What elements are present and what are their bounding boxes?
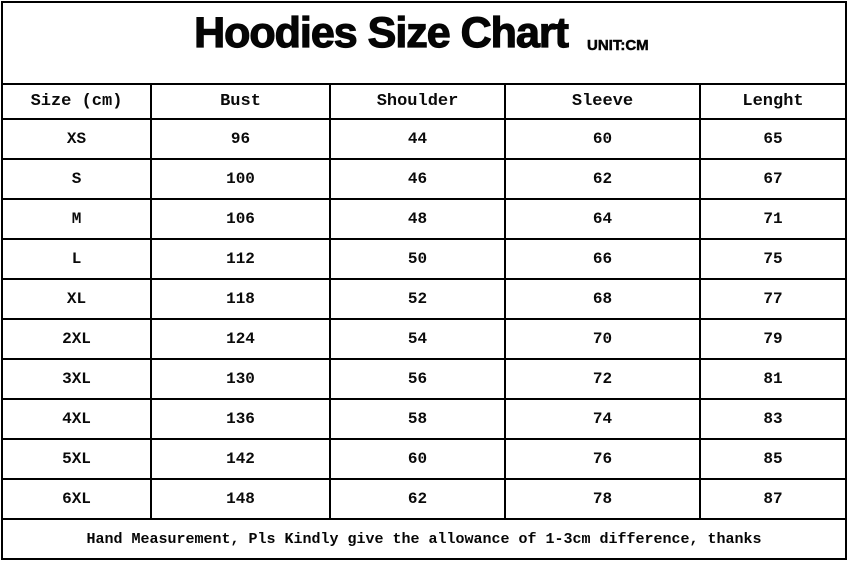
- table-cell: 52: [329, 278, 506, 320]
- title-bar: Hoodies Size Chart UNIT:CM: [3, 3, 845, 83]
- size-label: 6XL: [3, 478, 152, 520]
- table-cell: 64: [504, 198, 701, 240]
- table-cell: 58: [329, 398, 506, 440]
- table-cell: 62: [329, 478, 506, 520]
- table-cell: 60: [329, 438, 506, 480]
- table-row: 3XL 130 56 72 81: [3, 358, 845, 400]
- table-cell: 44: [329, 118, 506, 160]
- table-cell: 77: [699, 278, 845, 320]
- table-cell: 68: [504, 278, 701, 320]
- table-cell: 74: [504, 398, 701, 440]
- table-cell: 72: [504, 358, 701, 400]
- table-cell: 112: [150, 238, 331, 280]
- table-cell: 71: [699, 198, 845, 240]
- table-cell: 48: [329, 198, 506, 240]
- table-cell: 106: [150, 198, 331, 240]
- column-header: Shoulder: [329, 83, 506, 120]
- size-label: XS: [3, 118, 152, 160]
- table-cell: 83: [699, 398, 845, 440]
- table-body: XS 96 44 60 65 S 100 46 62 67 M 106 48 64 71 L 112 50 66 75…: [3, 118, 845, 520]
- column-header: Lenght: [699, 83, 845, 120]
- size-label: 2XL: [3, 318, 152, 360]
- table-header: Size (cm) Bust Shoulder Sleeve Lenght: [3, 83, 845, 120]
- table-row: M 106 48 64 71: [3, 198, 845, 240]
- table-row: L 112 50 66 75: [3, 238, 845, 280]
- size-label: 4XL: [3, 398, 152, 440]
- table-cell: 66: [504, 238, 701, 280]
- table-cell: 148: [150, 478, 331, 520]
- table-cell: 100: [150, 158, 331, 200]
- table-cell: 50: [329, 238, 506, 280]
- header-row: Size (cm) Bust Shoulder Sleeve Lenght: [3, 83, 845, 120]
- table-row: 6XL 148 62 78 87: [3, 478, 845, 520]
- page-title: Hoodies Size Chart: [193, 9, 569, 58]
- table-cell: 62: [504, 158, 701, 200]
- table-cell: 78: [504, 478, 701, 520]
- size-label: L: [3, 238, 152, 280]
- table-cell: 76: [504, 438, 701, 480]
- table-cell: 60: [504, 118, 701, 160]
- unit-label: UNIT:CM: [587, 37, 649, 54]
- table-cell: 87: [699, 478, 845, 520]
- table-cell: 79: [699, 318, 845, 360]
- size-label: S: [3, 158, 152, 200]
- table-cell: 130: [150, 358, 331, 400]
- table-row: 4XL 136 58 74 83: [3, 398, 845, 440]
- table-cell: 124: [150, 318, 331, 360]
- table-cell: 46: [329, 158, 506, 200]
- column-header: Size (cm): [3, 83, 152, 120]
- size-label: M: [3, 198, 152, 240]
- column-header: Sleeve: [504, 83, 701, 120]
- table-cell: 56: [329, 358, 506, 400]
- table-row: 2XL 124 54 70 79: [3, 318, 845, 360]
- table-cell: 75: [699, 238, 845, 280]
- table-cell: 136: [150, 398, 331, 440]
- table-cell: 65: [699, 118, 845, 160]
- table-row: XS 96 44 60 65: [3, 118, 845, 160]
- size-label: 5XL: [3, 438, 152, 480]
- table-cell: 118: [150, 278, 331, 320]
- column-header: Bust: [150, 83, 331, 120]
- table-row: 5XL 142 60 76 85: [3, 438, 845, 480]
- size-label: XL: [3, 278, 152, 320]
- table-cell: 85: [699, 438, 845, 480]
- table-cell: 54: [329, 318, 506, 360]
- table-cell: 70: [504, 318, 701, 360]
- size-chart-table: Size (cm) Bust Shoulder Sleeve Lenght XS 96 44…: [3, 83, 845, 520]
- footer-note: Hand Measurement, Pls Kindly give the al…: [86, 530, 762, 548]
- table-cell: 81: [699, 358, 845, 400]
- table-row: S 100 46 62 67: [3, 158, 845, 200]
- table-cell: 96: [150, 118, 331, 160]
- table-cell: 67: [699, 158, 845, 200]
- table-cell: 142: [150, 438, 331, 480]
- size-label: 3XL: [3, 358, 152, 400]
- table-row: XL 118 52 68 77: [3, 278, 845, 320]
